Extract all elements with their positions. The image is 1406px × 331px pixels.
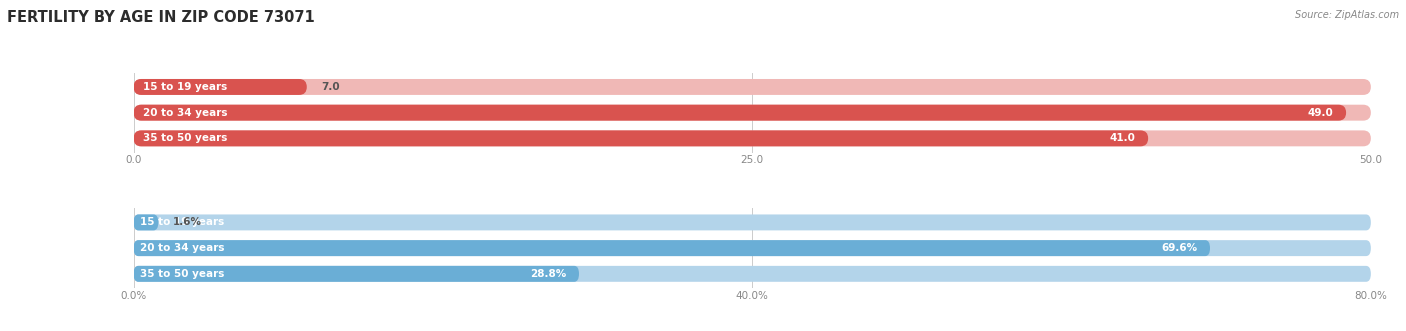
FancyBboxPatch shape	[134, 79, 307, 95]
Text: FERTILITY BY AGE IN ZIP CODE 73071: FERTILITY BY AGE IN ZIP CODE 73071	[7, 10, 315, 25]
FancyBboxPatch shape	[134, 240, 1211, 256]
FancyBboxPatch shape	[134, 214, 159, 230]
FancyBboxPatch shape	[134, 266, 1371, 282]
FancyBboxPatch shape	[134, 79, 1371, 95]
Text: 35 to 50 years: 35 to 50 years	[143, 133, 228, 143]
Text: 1.6%: 1.6%	[173, 217, 202, 227]
FancyBboxPatch shape	[134, 130, 1149, 146]
FancyBboxPatch shape	[134, 130, 1371, 146]
Text: 41.0: 41.0	[1109, 133, 1136, 143]
Text: 7.0: 7.0	[322, 82, 340, 92]
FancyBboxPatch shape	[134, 240, 1371, 256]
Text: 20 to 34 years: 20 to 34 years	[143, 108, 228, 118]
Text: 15 to 19 years: 15 to 19 years	[143, 82, 228, 92]
FancyBboxPatch shape	[134, 105, 1371, 120]
Text: 49.0: 49.0	[1308, 108, 1334, 118]
Text: Source: ZipAtlas.com: Source: ZipAtlas.com	[1295, 10, 1399, 20]
Text: 35 to 50 years: 35 to 50 years	[139, 269, 224, 279]
FancyBboxPatch shape	[134, 266, 579, 282]
Text: 20 to 34 years: 20 to 34 years	[139, 243, 224, 253]
FancyBboxPatch shape	[134, 214, 1371, 230]
Text: 15 to 19 years: 15 to 19 years	[139, 217, 224, 227]
Text: 69.6%: 69.6%	[1161, 243, 1198, 253]
Text: 28.8%: 28.8%	[530, 269, 567, 279]
FancyBboxPatch shape	[134, 105, 1346, 120]
